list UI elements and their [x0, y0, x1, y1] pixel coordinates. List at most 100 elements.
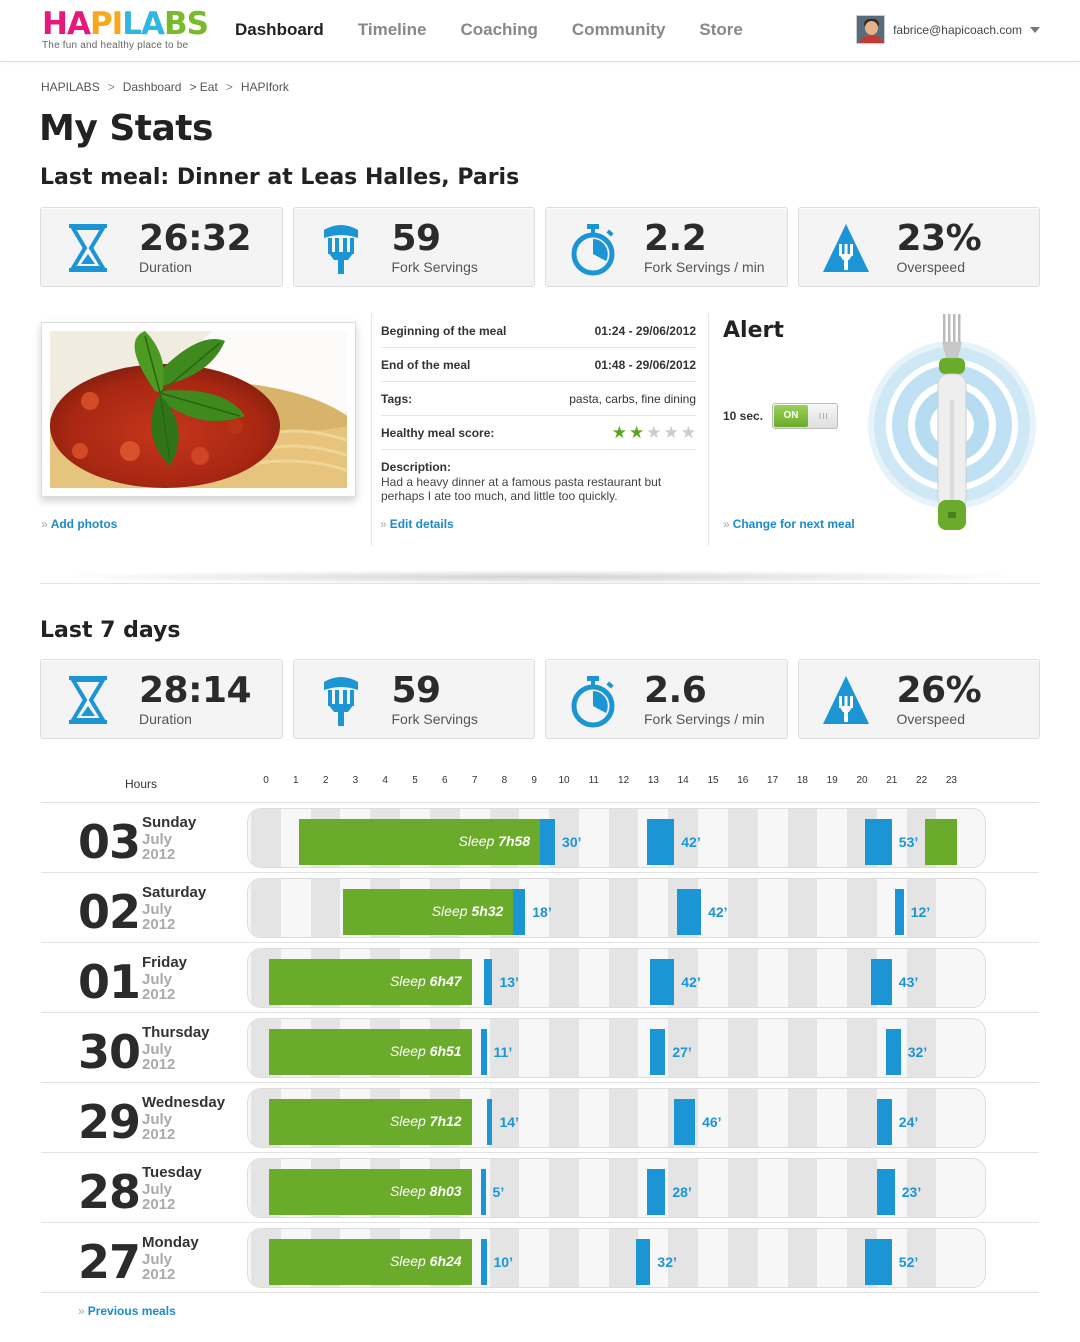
- sleep-bar[interactable]: Sleep 5h32: [343, 889, 514, 935]
- meal-duration-label: 32’: [657, 1254, 677, 1270]
- meal-bar[interactable]: [513, 889, 526, 935]
- top-bar: HAPILABS The fun and healthy place to be…: [0, 0, 1080, 62]
- breadcrumb-eat[interactable]: > Eat: [189, 80, 218, 94]
- add-photos-link[interactable]: » Add photos: [41, 517, 118, 531]
- meal-bar[interactable]: [650, 959, 675, 1005]
- day-name: Monday: [142, 1234, 199, 1251]
- meal-bar[interactable]: [650, 1029, 666, 1075]
- meal-bar[interactable]: [635, 1239, 651, 1285]
- hour-stripe: [608, 1019, 639, 1077]
- logo[interactable]: HAPILABS The fun and healthy place to be: [42, 6, 209, 51]
- hour-stripe: [549, 1089, 579, 1147]
- day-name: Tuesday: [142, 1164, 202, 1181]
- meal-bar[interactable]: [480, 1239, 487, 1285]
- hour-tick: 13: [647, 775, 659, 786]
- meal-duration-label: 5’: [492, 1184, 505, 1200]
- nav-dashboard[interactable]: Dashboard: [235, 20, 324, 39]
- sleep-bar[interactable]: Sleep 6h24: [268, 1239, 472, 1285]
- stat-card-duration: 28:14 Duration: [40, 659, 283, 739]
- hour-stripe: [787, 1229, 818, 1287]
- meal-bar[interactable]: [885, 1029, 901, 1075]
- meal-bar[interactable]: [864, 819, 892, 865]
- chevron-down-icon[interactable]: [1030, 26, 1040, 33]
- description-text: Had a heavy dinner at a famous pasta res…: [381, 475, 662, 503]
- section-divider: [40, 583, 1040, 584]
- meal-bar[interactable]: [870, 959, 892, 1005]
- hour-tick: 12: [618, 775, 630, 786]
- stat-value: 23%: [896, 218, 982, 259]
- meal-bar[interactable]: [864, 1239, 892, 1285]
- meal-photo[interactable]: [41, 322, 356, 497]
- meal-bar[interactable]: [876, 1169, 895, 1215]
- hour-tick: 20: [856, 775, 868, 786]
- meal-duration-label: 43’: [898, 974, 919, 990]
- day-track: Sleep 7h58 30’ 42’ 53’: [247, 808, 986, 868]
- breadcrumb-dashboard[interactable]: Dashboard: [122, 80, 182, 94]
- sleep-bar[interactable]: Sleep 7h58: [298, 819, 541, 865]
- last-7-days-stats: 28:14 Duration 59 Fork Servings 2.6 Fork…: [40, 659, 1040, 739]
- meal-bar[interactable]: [486, 1099, 493, 1145]
- meal-bar[interactable]: [540, 819, 556, 865]
- hour-stripe: [727, 879, 758, 937]
- day-row: 02 Saturday July 2012 Sleep 5h32 18’ 42’ 12’: [41, 872, 1039, 942]
- day-month: July: [142, 971, 173, 988]
- meal-duration-label: 12’: [910, 904, 931, 920]
- stat-label: Fork Servings: [391, 259, 478, 275]
- meal-duration-label: 23’: [901, 1184, 922, 1200]
- previous-meals-link[interactable]: » Previous meals: [78, 1304, 176, 1318]
- sleep-duration: 7h12: [429, 1113, 462, 1129]
- sleep-duration: 5h32: [471, 903, 504, 919]
- meal-bar[interactable]: [876, 1099, 892, 1145]
- hour-tick: 8: [501, 775, 508, 786]
- hour-stripe: [906, 1159, 937, 1217]
- day-month: July: [142, 1251, 173, 1268]
- alert-toggle[interactable]: ON III: [772, 403, 838, 429]
- breadcrumb-hapilabs[interactable]: HAPILABS: [41, 80, 100, 94]
- hour-stripe: [906, 879, 937, 937]
- hour-stripe: [727, 1159, 758, 1217]
- day-month: July: [142, 1041, 173, 1058]
- hour-stripe: [251, 809, 281, 867]
- day-name: Sunday: [142, 814, 197, 831]
- hour-tick: 1: [293, 775, 299, 786]
- hour-tick: 6: [442, 775, 448, 786]
- hour-stripe: [489, 1229, 520, 1287]
- user-email[interactable]: fabrice@hapicoach.com: [893, 22, 1022, 37]
- nav-timeline[interactable]: Timeline: [357, 20, 427, 39]
- nav-store[interactable]: Store: [699, 20, 743, 39]
- sleep-bar-evening[interactable]: [924, 819, 958, 865]
- meal-duration-label: 28’: [672, 1184, 692, 1200]
- meal-duration-label: 42’: [681, 974, 701, 990]
- sleep-duration: 6h51: [429, 1043, 462, 1059]
- meal-bar[interactable]: [677, 889, 702, 935]
- avatar[interactable]: [856, 15, 886, 44]
- hour-tick: 0: [263, 775, 269, 786]
- hours-axis-label: Hours: [125, 777, 158, 791]
- edit-details-link[interactable]: » Edit details: [380, 517, 454, 531]
- hour-tick: 16: [737, 775, 749, 786]
- hour-tick: 14: [677, 775, 689, 786]
- sleep-bar[interactable]: Sleep 7h12: [268, 1099, 472, 1145]
- stat-value: 59: [391, 218, 442, 259]
- meal-duration-label: 11’: [493, 1044, 513, 1060]
- meal-bar[interactable]: [483, 959, 493, 1005]
- meal-bar[interactable]: [480, 1169, 486, 1215]
- meal-bar[interactable]: [674, 1099, 696, 1145]
- sleep-bar[interactable]: Sleep 6h51: [268, 1029, 472, 1075]
- sleep-label: Sleep 7h58: [458, 833, 531, 849]
- nav-coaching[interactable]: Coaching: [460, 20, 538, 39]
- meal-bar[interactable]: [894, 889, 904, 935]
- meal-bar[interactable]: [480, 1029, 487, 1075]
- hour-stripe: [787, 949, 818, 1007]
- toggle-grip: III: [819, 412, 829, 421]
- user-menu[interactable]: fabrice@hapicoach.com: [856, 15, 1040, 44]
- meal-bar[interactable]: [647, 819, 675, 865]
- nav-community[interactable]: Community: [571, 20, 666, 39]
- hour-stripe: [906, 1089, 937, 1147]
- sleep-bar[interactable]: Sleep 6h47: [268, 959, 472, 1005]
- stat-value: 26%: [896, 670, 982, 711]
- change-next-meal-link[interactable]: » Change for next meal: [723, 517, 855, 531]
- meal-bar[interactable]: [647, 1169, 666, 1215]
- detail-row-score: Healthy meal score: ★ ★ ★ ★ ★: [381, 416, 696, 450]
- sleep-bar[interactable]: Sleep 8h03: [268, 1169, 472, 1215]
